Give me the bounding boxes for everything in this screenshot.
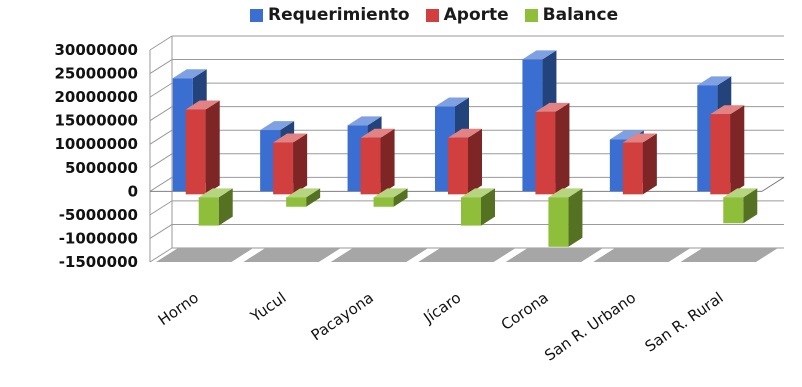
gridline-depth	[149, 106, 173, 122]
bar-aporte-4-top	[535, 102, 570, 112]
x-tick-label: Jícaro	[420, 289, 465, 328]
bar-balance-2-side	[393, 188, 408, 207]
gridline-depth	[149, 82, 173, 98]
gridline-depth	[149, 153, 173, 169]
bar-aporte-2-side	[380, 128, 395, 195]
bar-aporte-1-top	[273, 133, 308, 143]
bar-aporte-6-side	[730, 105, 745, 195]
bar-aporte-5-side	[642, 133, 657, 195]
floor-tile	[593, 248, 691, 262]
bar-balance-3-side	[481, 188, 495, 226]
x-tick-label: Pacayona	[308, 289, 377, 345]
bar-balance-6	[723, 197, 744, 224]
y-tick-label: 0	[128, 182, 138, 200]
legend-item-requerimiento: Requerimiento	[250, 5, 410, 25]
bar-aporte-3-side	[468, 128, 482, 195]
bar-balance-3	[461, 197, 481, 226]
bar-aporte-2-top	[360, 128, 395, 138]
bar-balance-3-top	[461, 188, 495, 198]
bar-balance-6-side	[743, 188, 758, 224]
bar-balance-2-top	[373, 188, 408, 198]
bar-requerimiento-0-top	[172, 69, 207, 79]
y-tick-label: 5000000	[65, 159, 138, 177]
bar-balance-0-side	[218, 188, 233, 226]
bar-requerimiento-6-top	[697, 76, 732, 86]
x-tick-label: Corona	[498, 289, 552, 334]
bar-aporte-5	[622, 142, 643, 195]
x-tick-label: Horno	[155, 289, 202, 330]
x-tick-label: San R. Rural	[642, 289, 727, 356]
bar-aporte-1-side	[293, 133, 308, 195]
bar-aporte-3	[448, 137, 468, 195]
legend-item-balance: Balance	[524, 5, 619, 25]
bar-requerimiento-1-top	[260, 121, 295, 131]
bar-balance-1-top	[286, 188, 321, 198]
legend: Requerimiento Aporte Balance	[250, 2, 618, 28]
bar-requerimiento-3-top	[435, 97, 469, 107]
gridline-depth	[149, 224, 173, 239]
bar-aporte-3-top	[448, 128, 482, 138]
x-tick-label: Yucul	[246, 289, 289, 327]
bar-balance-0	[198, 197, 219, 226]
floor-tile	[330, 248, 429, 262]
gridline-depth	[149, 35, 173, 51]
bar-requerimiento-4-top	[522, 50, 557, 60]
y-tick-label: 25000000	[55, 65, 139, 83]
bar-aporte-4-side	[555, 102, 570, 195]
floor-tile	[243, 248, 341, 262]
y-tick-label: -1500000	[59, 253, 138, 271]
y-tick-label: 30000000	[55, 41, 139, 59]
bar-aporte-0-top	[185, 100, 220, 110]
gridline-depth	[149, 176, 173, 192]
y-tick-label: 20000000	[55, 88, 139, 106]
legend-swatch-balance	[524, 8, 538, 22]
bar-aporte-2	[360, 137, 381, 195]
gridline-depth	[149, 200, 173, 216]
legend-label-aporte: Aporte	[443, 5, 509, 25]
bar-balance-1	[286, 197, 307, 207]
floor-tile	[680, 248, 778, 262]
bar-requerimiento-5-top	[609, 130, 644, 140]
bar-balance-2	[373, 197, 394, 207]
bar-aporte-6-top	[710, 105, 745, 115]
y-tick-label: -5000000	[59, 206, 138, 224]
bar-balance-1-side	[306, 188, 321, 207]
legend-swatch-aporte	[425, 8, 439, 22]
gridline-depth	[149, 59, 173, 74]
legend-label-balance: Balance	[542, 5, 619, 25]
floor-tile	[418, 248, 516, 262]
legend-swatch-requerimiento	[250, 8, 263, 22]
bar-aporte-5-top	[622, 133, 657, 143]
bar-aporte-0	[185, 109, 206, 195]
y-tick-label: 10000000	[55, 135, 139, 153]
x-tick-label: San R. Urbano	[541, 289, 639, 365]
bar-balance-4-top	[548, 188, 583, 198]
legend-item-aporte: Aporte	[425, 5, 509, 25]
bar-balance-0-top	[198, 188, 233, 198]
gridline-depth	[149, 129, 173, 145]
zero-baseline-depth	[761, 176, 785, 192]
y-tick-label: 15000000	[55, 112, 139, 130]
floor-tile	[156, 248, 254, 262]
bar-aporte-4	[535, 111, 556, 195]
bar-requerimiento-2-top	[347, 116, 382, 126]
legend-label-requerimiento: Requerimiento	[268, 5, 410, 25]
y-tick-label: -1000000	[59, 229, 138, 247]
bar-balance-4	[548, 197, 569, 247]
bar-balance-4-side	[568, 188, 583, 247]
bar-aporte-6	[710, 114, 731, 195]
bar-aporte-0-side	[205, 100, 220, 195]
bar-balance-6-top	[723, 188, 758, 198]
floor-tile	[505, 248, 604, 262]
bar-aporte-1	[273, 142, 294, 195]
gridline-depth	[149, 247, 173, 263]
